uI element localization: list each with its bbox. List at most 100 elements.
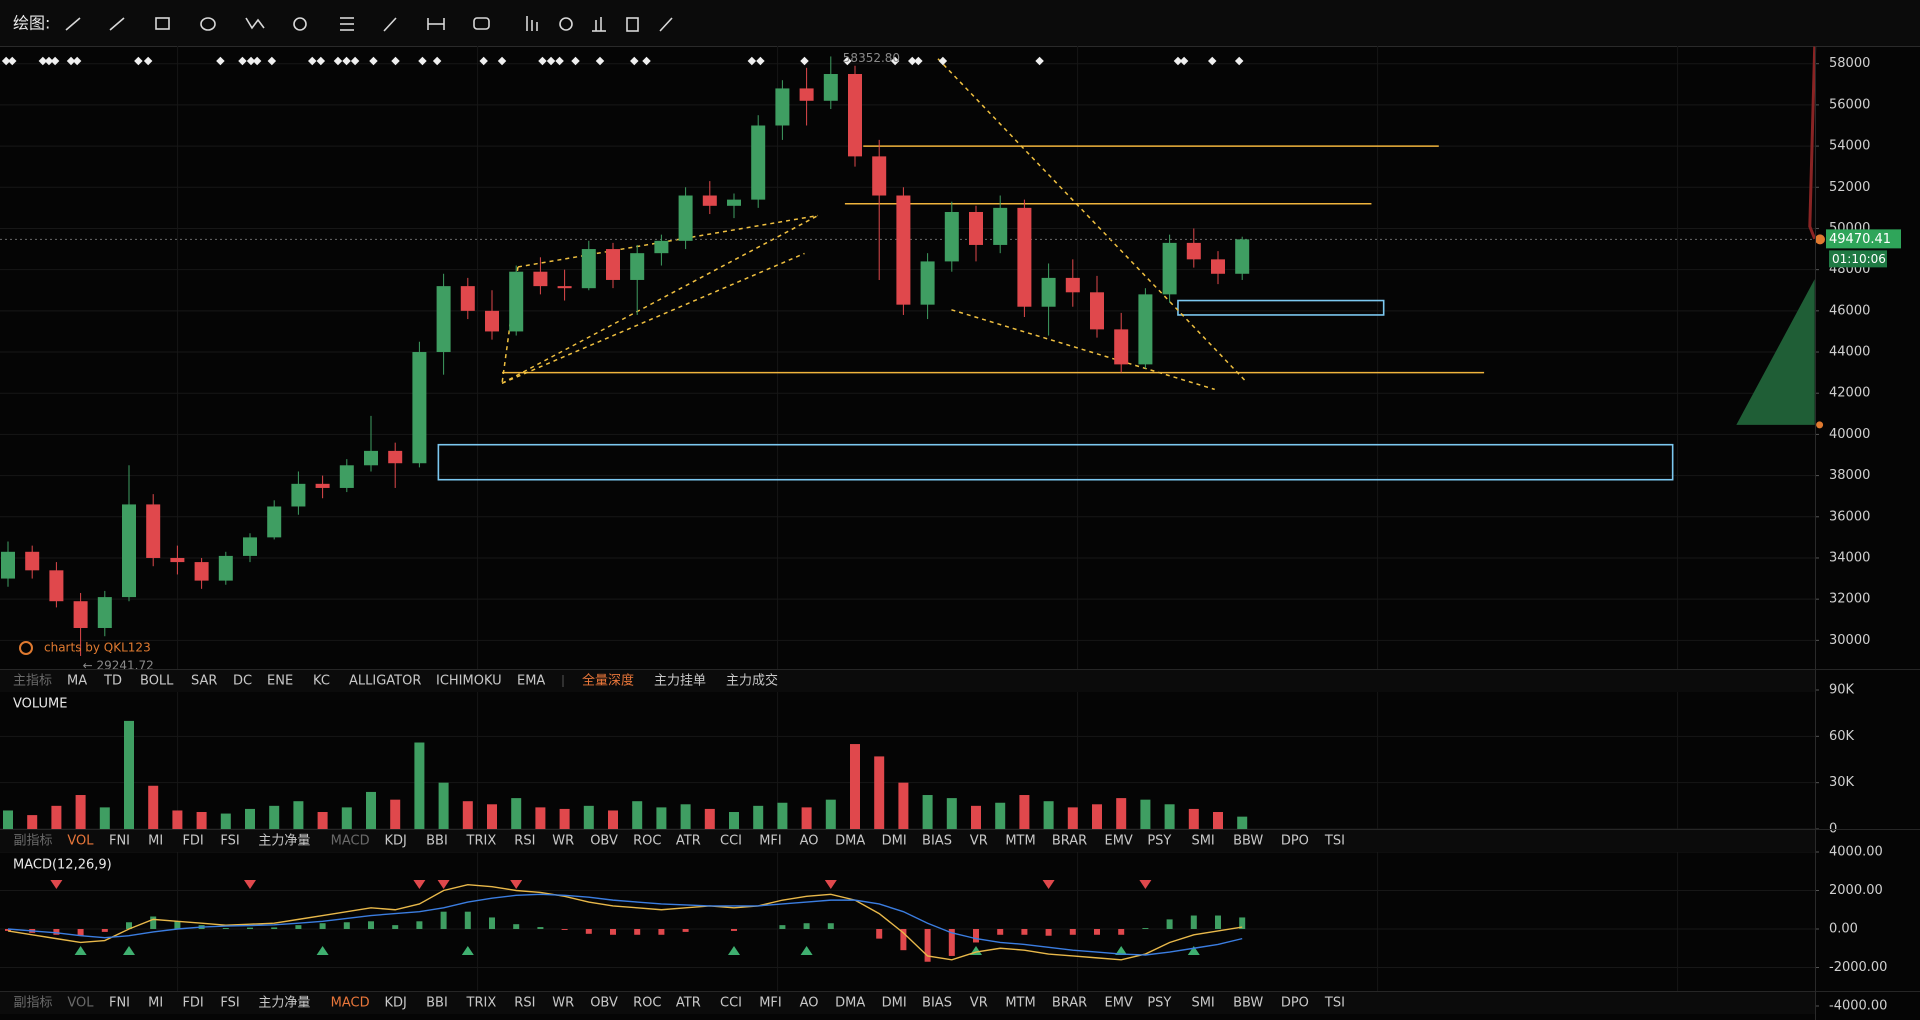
indicator-tab[interactable]: FSI <box>220 996 239 1011</box>
indicator-tab[interactable]: TRIX <box>466 996 497 1011</box>
macd-hist <box>997 929 1004 935</box>
tool-ellipse[interactable] <box>200 17 216 31</box>
indicator-tab[interactable]: MI <box>148 834 163 849</box>
tool-wave[interactable] <box>245 17 265 30</box>
indicator-tab[interactable]: BBW <box>1233 834 1263 849</box>
tool-note[interactable] <box>473 17 490 30</box>
candle-body <box>1138 294 1153 365</box>
tool-line[interactable] <box>65 17 81 31</box>
depth-area <box>1736 279 1815 425</box>
indicator-tab[interactable]: TRIX <box>466 834 497 849</box>
indicator-tab[interactable]: ICHIMOKU <box>436 674 502 689</box>
macd-hist <box>634 929 641 935</box>
indicator-tab[interactable]: 主力净量 <box>258 834 310 849</box>
indicator-tab[interactable]: DPO <box>1281 834 1309 849</box>
tool-arrow[interactable] <box>383 17 397 32</box>
indicator-tab[interactable]: FNI <box>109 996 130 1011</box>
indicator-tab[interactable]: DC <box>233 674 252 689</box>
indicator-tab[interactable]: ALLIGATOR <box>349 674 421 689</box>
volume-bar <box>995 802 1006 829</box>
indicator-tab[interactable]: SAR <box>191 674 217 689</box>
tool-delete[interactable] <box>626 17 639 32</box>
indicator-tab[interactable]: 主力挂单 <box>654 674 706 689</box>
indicator-tab[interactable]: AO <box>800 834 819 849</box>
indicator-tab[interactable]: VOL <box>67 996 94 1011</box>
tool-pattern[interactable] <box>293 17 307 31</box>
indicator-tab[interactable]: BRAR <box>1052 834 1087 849</box>
indicator-tab[interactable]: AO <box>800 996 819 1011</box>
indicator-tab[interactable]: BIAS <box>922 996 952 1011</box>
indicator-tab[interactable]: 全量深度 <box>582 673 634 689</box>
indicator-tab[interactable]: RSI <box>514 834 535 849</box>
indicator-tab[interactable]: OBV <box>590 996 618 1011</box>
tool-rect[interactable] <box>155 17 170 30</box>
indicator-tab[interactable]: WR <box>552 834 574 849</box>
indicator-tab[interactable]: BBI <box>426 996 448 1011</box>
indicator-tab[interactable]: ROC <box>633 834 661 849</box>
last-price-box <box>1826 229 1901 249</box>
macd-hist <box>779 925 786 929</box>
indicator-tab[interactable]: BRAR <box>1052 996 1087 1011</box>
indicator-tab[interactable]: DMA <box>835 996 865 1011</box>
indicator-tab[interactable]: SMI <box>1191 996 1214 1011</box>
indicator-tab[interactable]: BOLL <box>140 674 174 689</box>
indicator-tab[interactable]: ROC <box>633 996 661 1011</box>
indicator-tab[interactable]: VR <box>970 834 988 849</box>
indicator-tab[interactable]: MI <box>148 996 163 1011</box>
indicator-tab[interactable]: BBW <box>1233 996 1263 1011</box>
indicator-tab[interactable]: KDJ <box>384 834 406 849</box>
indicator-tab[interactable]: FDI <box>182 834 203 849</box>
indicator-tab[interactable]: CCI <box>720 996 742 1011</box>
indicator-tab[interactable]: ATR <box>676 996 701 1011</box>
indicator-tab[interactable]: MFI <box>759 834 782 849</box>
indicator-tab[interactable]: MA <box>67 674 87 689</box>
macd-hist <box>561 929 568 930</box>
indicator-tab[interactable]: EMV <box>1104 834 1132 849</box>
volume-bar <box>269 805 280 829</box>
indicator-tab[interactable]: CCI <box>720 834 742 849</box>
indicator-tab[interactable]: ENE <box>267 674 293 689</box>
indicator-tab[interactable]: TSI <box>1324 996 1345 1011</box>
indicator-tab[interactable]: MTM <box>1005 834 1035 849</box>
indicator-tab[interactable]: FNI <box>109 834 130 849</box>
indicator-tab[interactable]: BIAS <box>922 834 952 849</box>
indicator-tab[interactable]: BBI <box>426 834 448 849</box>
tool-ray[interactable] <box>109 17 125 31</box>
indicator-tab[interactable]: DMI <box>882 996 907 1011</box>
indicator-tab[interactable]: TSI <box>1324 834 1345 849</box>
indicator-tab[interactable]: SMI <box>1191 834 1214 849</box>
indicator-tab[interactable]: MFI <box>759 996 782 1011</box>
indicator-tab[interactable]: EMA <box>517 674 545 689</box>
indicator-tab[interactable]: OBV <box>590 834 618 849</box>
tool-edit[interactable] <box>659 17 673 32</box>
macd-hist <box>803 923 810 929</box>
macd-hist <box>827 923 834 929</box>
tool-measure[interactable] <box>559 17 573 31</box>
indicator-tab[interactable]: MACD <box>331 996 370 1011</box>
indicator-tab[interactable]: KDJ <box>384 996 406 1011</box>
indicator-tab[interactable]: MACD <box>331 834 370 849</box>
indicator-tab[interactable]: FSI <box>220 834 239 849</box>
macd-hist <box>222 928 229 929</box>
indicator-tab[interactable]: ATR <box>676 834 701 849</box>
candle-body <box>194 562 209 581</box>
macd-hist <box>126 922 132 929</box>
indicator-tab[interactable]: PSY <box>1147 996 1171 1011</box>
indicator-tab[interactable]: DMI <box>882 834 907 849</box>
indicator-tab[interactable]: FDI <box>182 996 203 1011</box>
indicator-tab[interactable]: DPO <box>1281 996 1309 1011</box>
indicator-tab[interactable]: 主力成交 <box>726 673 778 689</box>
indicator-tab[interactable]: EMV <box>1104 996 1132 1011</box>
indicator-tab[interactable]: VR <box>970 996 988 1011</box>
indicator-tab[interactable]: MTM <box>1005 996 1035 1011</box>
indicator-tab[interactable]: WR <box>552 996 574 1011</box>
indicator-tab[interactable]: RSI <box>514 996 535 1011</box>
indicator-tab[interactable]: 主力净量 <box>258 996 310 1011</box>
indicator-tab[interactable]: PSY <box>1147 834 1171 849</box>
indicator-tab[interactable]: TD <box>103 674 122 689</box>
indicator-tab[interactable]: KC <box>313 674 330 689</box>
indicator-tab[interactable]: DMA <box>835 834 865 849</box>
signal-marker <box>267 56 277 66</box>
indicator-tab[interactable]: VOL <box>67 834 94 849</box>
